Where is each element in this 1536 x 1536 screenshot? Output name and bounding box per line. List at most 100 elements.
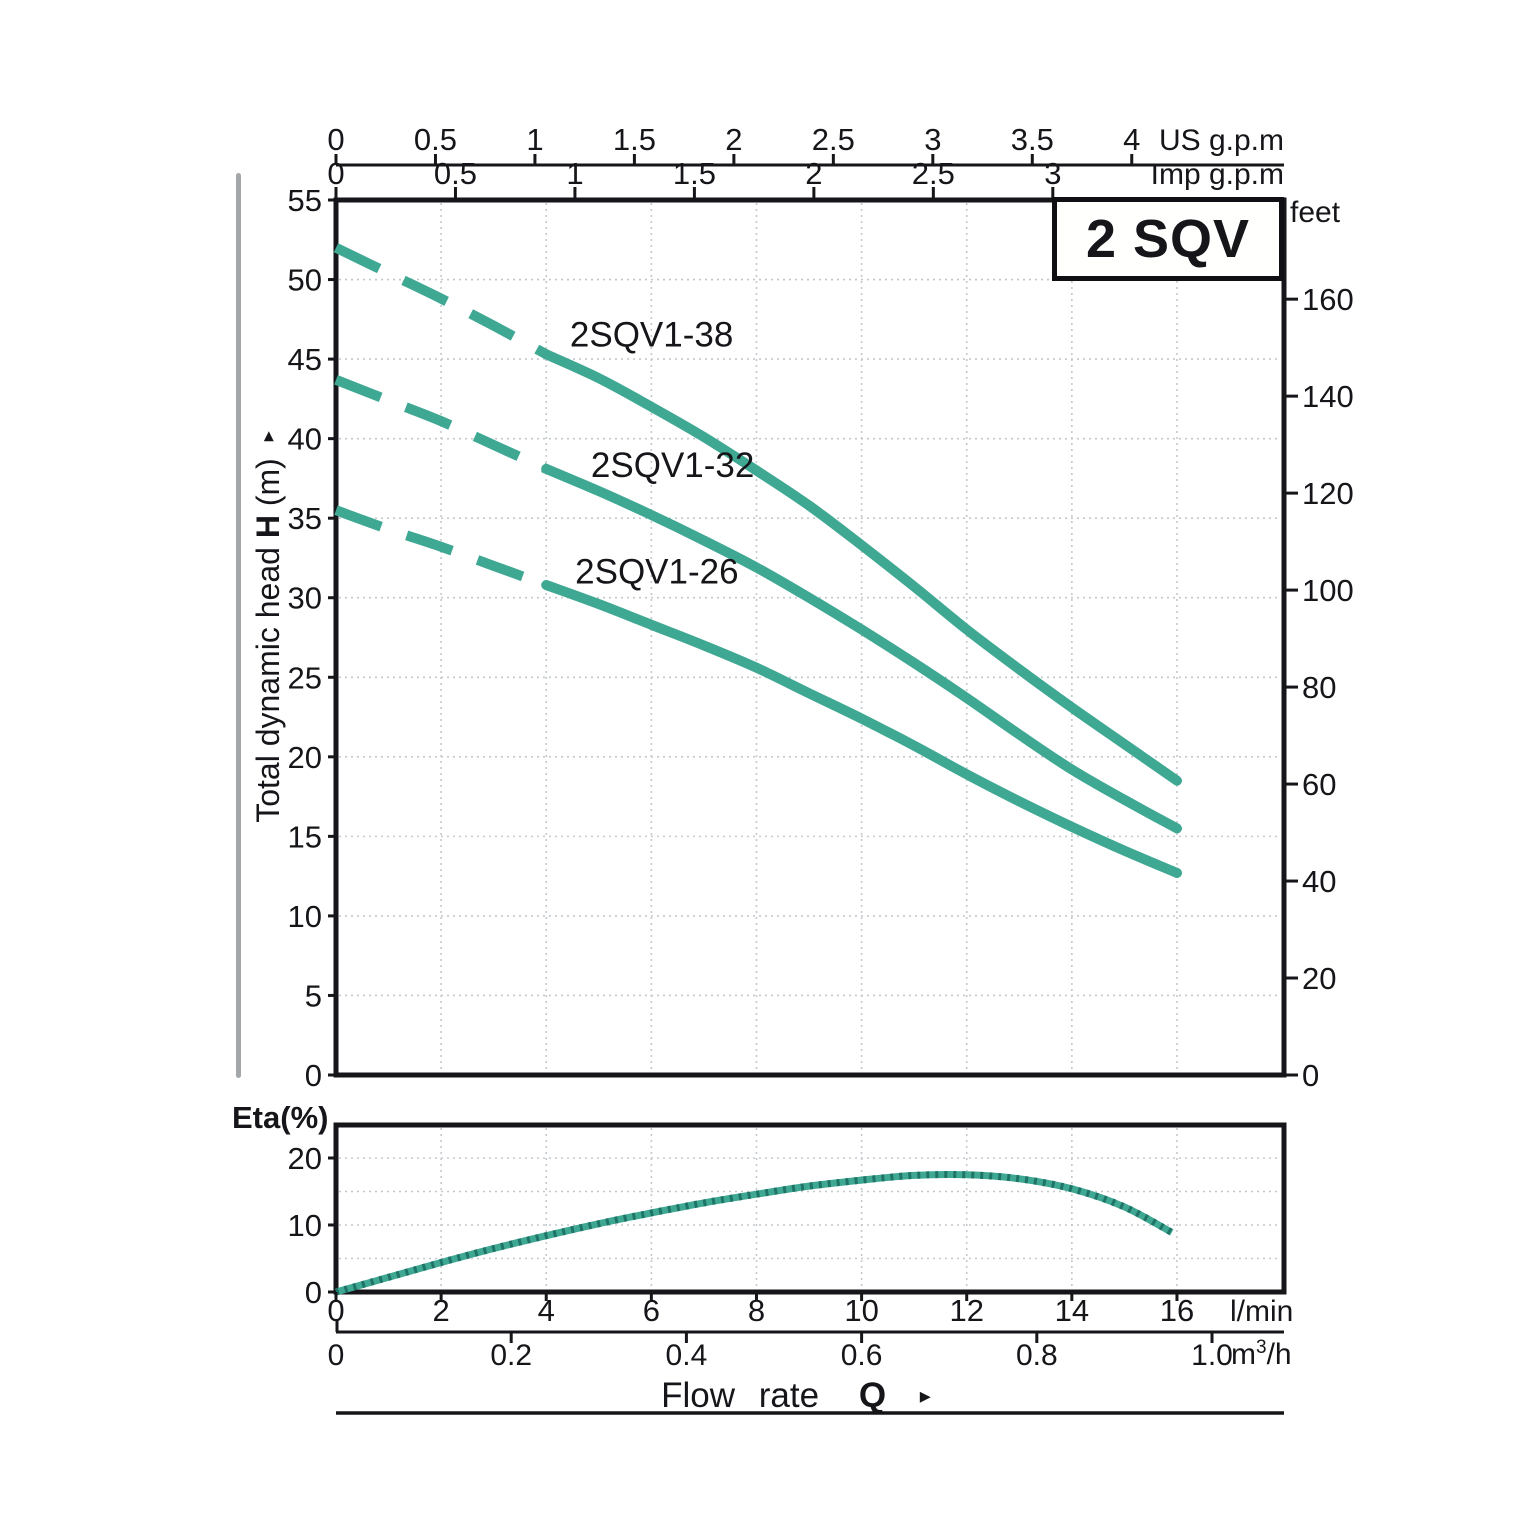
us-gpm-tick-label: 3	[924, 122, 941, 157]
m3h-tick-label: 0.6	[841, 1339, 883, 1372]
m3h-unit-tail: /h	[1266, 1338, 1292, 1371]
imp-gpm-tick-label: 1.5	[673, 156, 716, 191]
lmin-tick-label: 2	[432, 1293, 449, 1328]
us-gpm-tick-label: 2	[725, 122, 742, 157]
feet-tick-label: 0	[1302, 1058, 1319, 1093]
lmin-tick-label: 4	[538, 1293, 555, 1328]
lmin-axis: 0 2 4 6 8 10 12 14 16 l/min	[327, 1292, 1293, 1328]
x-axis-title-text: Flow rate	[661, 1376, 820, 1415]
feet-tick-label: 140	[1302, 379, 1354, 414]
head-tick-label: 5	[305, 978, 322, 1013]
us-gpm-tick-label: 0	[327, 122, 344, 157]
x-axis-title-symbol: Q	[858, 1376, 887, 1415]
eta-tick-label: 10	[288, 1208, 322, 1243]
us-gpm-tick-label: 4	[1123, 122, 1140, 157]
feet-tick-label: 40	[1302, 864, 1336, 899]
y-axis-title-text: Total dynamic head	[250, 547, 286, 823]
imp-gpm-tick-label: 2	[805, 156, 822, 191]
imp-gpm-axis: 0 0.5 1 1.5 2 2.5 3 Imp g.p.m	[327, 156, 1284, 200]
feet-axis-unit: feet	[1290, 196, 1341, 229]
eta-chart-grid	[339, 1128, 1281, 1289]
curve-2SQV1-38-solid	[541, 349, 1182, 786]
head-tick-label: 40	[288, 422, 322, 457]
m3h-axis: 0 0.2 0.4 0.6 0.8 1.0	[328, 1320, 1284, 1372]
feet-tick-label: 160	[1302, 282, 1354, 317]
feet-tick-label: 80	[1302, 670, 1336, 705]
x-axis-title: Flow rate Q ▸	[586, 1376, 1006, 1416]
curve-2SQV1-32-dashed	[334, 375, 549, 474]
eta-tick-label: 20	[288, 1141, 322, 1176]
imp-gpm-tick-label: 0	[327, 156, 344, 191]
m3h-unit-exponent: 3	[1256, 1337, 1267, 1358]
curve-2SQV1-26-dashed	[334, 505, 548, 590]
m3h-tick-label: 0	[328, 1339, 345, 1372]
us-gpm-tick-label: 1.5	[613, 122, 656, 157]
imp-gpm-tick-label: 0.5	[434, 156, 477, 191]
head-tick-label: 45	[288, 342, 322, 377]
main-chart-border	[333, 197, 1287, 1078]
imp-gpm-tick-label: 1	[566, 156, 583, 191]
feet-tick-label: 120	[1302, 476, 1354, 511]
feet-tick-label: 20	[1302, 961, 1336, 996]
m3h-tick-label: 0.8	[1016, 1339, 1058, 1372]
us-gpm-axis: 0 0.5 1 1.5 2 2.5 3 3.5 4 US g.p.m	[327, 122, 1284, 167]
right-arrow-icon: ▸	[919, 1383, 931, 1408]
m3h-unit-base: m	[1231, 1338, 1256, 1371]
pump-model-title: 2 SQV	[1085, 209, 1251, 269]
eta-axis-title: Eta(%)	[232, 1100, 329, 1135]
lmin-axis-unit: l/min	[1230, 1295, 1293, 1328]
curve-label-2SQV1-32: 2SQV1-32	[591, 446, 754, 485]
eta-tick-label: 0	[305, 1275, 322, 1310]
curve-2SQV1-38-dashed	[333, 243, 549, 359]
lmin-tick-label: 10	[844, 1293, 878, 1328]
lmin-tick-label: 16	[1160, 1293, 1194, 1328]
imp-gpm-tick-label: 2.5	[912, 156, 955, 191]
us-gpm-axis-unit: US g.p.m	[1159, 124, 1284, 157]
head-tick-label: 0	[305, 1058, 322, 1093]
up-arrow-icon: ▸	[257, 431, 279, 442]
m3h-tick-label: 0.4	[666, 1339, 708, 1372]
eta-curve-band	[335, 1170, 1174, 1296]
eta-curve-hatch	[335, 1170, 1174, 1296]
eta-percent-axis: 20 10 0	[288, 1141, 336, 1310]
y-axis-title-symbol: H	[250, 515, 286, 539]
y-axis-title: Total dynamic head H (m) ▸	[250, 387, 290, 867]
head-tick-label: 30	[288, 581, 322, 616]
us-gpm-tick-label: 1	[526, 122, 543, 157]
imp-gpm-tick-label: 3	[1044, 156, 1061, 191]
curve-label-2SQV1-26: 2SQV1-26	[575, 552, 738, 591]
m3h-tick-label: 0.2	[490, 1339, 532, 1372]
curve-2SQV1-26-solid	[541, 580, 1182, 878]
eta-chart-border	[333, 1122, 1287, 1295]
us-gpm-tick-label: 2.5	[812, 122, 855, 157]
us-gpm-tick-label: 0.5	[414, 122, 457, 157]
m3h-tick-label: 1.0	[1191, 1339, 1233, 1372]
left-margin-rule	[236, 173, 241, 1078]
lmin-tick-label: 12	[949, 1293, 983, 1328]
eta-curve	[335, 1170, 1174, 1296]
head-tick-label: 20	[288, 740, 322, 775]
head-tick-label: 55	[288, 183, 322, 218]
curve-2SQV1-32-solid	[541, 463, 1182, 834]
feet-tick-label: 60	[1302, 767, 1336, 802]
pump-curves: 2SQV1-38 2SQV1-32 2SQV1-26	[333, 243, 1182, 878]
m3h-unit-label: m3/h	[1231, 1337, 1292, 1372]
lmin-tick-label: 14	[1055, 1293, 1089, 1328]
us-gpm-tick-label: 3.5	[1011, 122, 1054, 157]
main-chart-grid	[339, 203, 1281, 1072]
head-tick-label: 35	[288, 501, 322, 536]
head-tick-label: 25	[288, 660, 322, 695]
lmin-tick-label: 0	[327, 1293, 344, 1328]
feet-tick-label: 100	[1302, 573, 1354, 608]
lmin-tick-label: 8	[748, 1293, 765, 1328]
y-axis-title-unit: (m)	[250, 458, 286, 507]
pump-model-title-box: 2 SQV	[1052, 197, 1284, 281]
head-tick-label: 50	[288, 263, 322, 298]
curve-label-2SQV1-38: 2SQV1-38	[570, 315, 733, 354]
lmin-tick-label: 6	[643, 1293, 660, 1328]
head-tick-label: 15	[288, 819, 322, 854]
imp-gpm-axis-unit: Imp g.p.m	[1151, 158, 1284, 191]
